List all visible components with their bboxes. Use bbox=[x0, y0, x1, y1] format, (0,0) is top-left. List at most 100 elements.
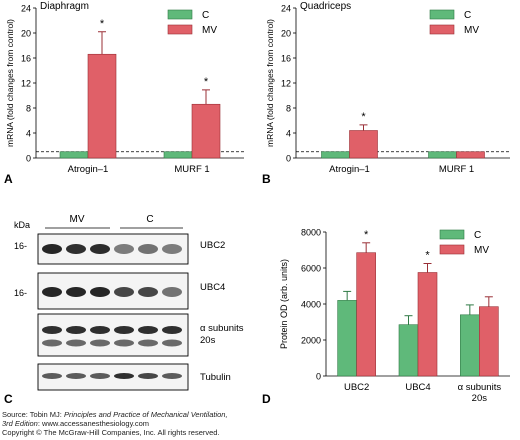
chart-a-bar-c bbox=[59, 151, 89, 159]
blot-strip-ubc4-band bbox=[114, 287, 134, 297]
blot-strip-ubc2-band bbox=[138, 244, 158, 254]
blot-strip-tubulin-band bbox=[138, 373, 158, 379]
chart-b-bar-mv bbox=[456, 151, 485, 159]
source-edition: 3rd Edition bbox=[2, 419, 38, 428]
chart-d-legend-swatch-c bbox=[439, 229, 465, 240]
source-prefix: Source: Tobin MJ: bbox=[2, 410, 64, 419]
chart-d-bar-c bbox=[337, 300, 357, 377]
chart-b-ytick-label: 0 bbox=[286, 154, 291, 164]
chart-d-bar-c bbox=[460, 314, 480, 377]
chart-b-category-label: MURF 1 bbox=[439, 164, 474, 175]
chart-d-category-label: UBC4 bbox=[405, 382, 430, 393]
blot-strip-tubulin-band bbox=[42, 373, 62, 379]
blot-strip-ubc4-band bbox=[66, 287, 86, 297]
blot-label-ubc2: UBC2 bbox=[200, 240, 225, 251]
source-book-title: Principles and Practice of Mechanical Ve… bbox=[63, 410, 228, 419]
blot-strip-tubulin-band bbox=[66, 373, 86, 379]
chart-b-quadriceps: 0 4 8 12 16 20 24 mRNA (fold changes from contr… bbox=[265, 1, 510, 175]
chart-d-legend-label-c: C bbox=[474, 230, 481, 241]
blot-strip-ubc2-band bbox=[90, 244, 110, 254]
chart-d-bar-mv bbox=[417, 272, 438, 377]
chart-a-title: Diaphragm bbox=[40, 1, 89, 12]
blot-strip-alpha-subunits-band bbox=[90, 326, 110, 334]
chart-b-bar-c bbox=[321, 151, 350, 159]
blot-marker-2: 16- bbox=[14, 288, 27, 298]
chart-d-ytick-label: 6000 bbox=[301, 264, 321, 274]
chart-d-ytick-label: 4000 bbox=[301, 300, 321, 310]
chart-d-bar-mv bbox=[356, 252, 376, 377]
panel-letter-d: D bbox=[262, 392, 271, 406]
blot-strip-ubc2-band bbox=[66, 244, 86, 254]
source-line-1: Source: Tobin MJ: Principles and Practic… bbox=[2, 410, 228, 419]
blot-strip-alpha-subunits-band bbox=[90, 339, 110, 347]
chart-d-bar-mv bbox=[479, 306, 499, 377]
blot-group-c-label: C bbox=[146, 214, 153, 225]
chart-d-y-axis-label: Protein OD (arb. units) bbox=[279, 259, 289, 349]
chart-b-legend-label-c: C bbox=[464, 10, 471, 21]
chart-b-ytick-label: 12 bbox=[281, 79, 291, 89]
blot-strip-alpha-subunits-band bbox=[114, 339, 134, 347]
chart-b-title: Quadriceps bbox=[300, 1, 351, 12]
chart-a-category-label: MURF 1 bbox=[174, 164, 209, 175]
chart-a-ytick-label: 0 bbox=[26, 154, 31, 164]
blot-strip-alpha-subunits-band bbox=[66, 339, 86, 347]
blot-strip-ubc4-band bbox=[42, 287, 62, 297]
chart-b-ytick-label: 8 bbox=[286, 104, 291, 114]
chart-a-legend-label-c: C bbox=[202, 10, 209, 21]
chart-d-significance-marker: * bbox=[425, 250, 430, 262]
chart-b-ytick-label: 24 bbox=[281, 4, 291, 14]
chart-a-ytick-label: 4 bbox=[26, 129, 31, 139]
blot-kda-label: kDa bbox=[14, 220, 30, 230]
chart-b-bar-mv bbox=[349, 130, 378, 159]
chart-b-ytick-label: 20 bbox=[281, 29, 291, 39]
chart-a-ytick-label: 8 bbox=[26, 104, 31, 114]
chart-b-ytick-label: 16 bbox=[281, 54, 291, 64]
chart-a-bar-mv bbox=[191, 103, 221, 159]
blot-label-tubulin: Tubulin bbox=[200, 372, 231, 383]
copyright-line: Copyright © The McGraw-Hill Companies, I… bbox=[2, 428, 220, 437]
chart-a-ytick-label: 12 bbox=[21, 79, 31, 89]
chart-a-ytick-label: 24 bbox=[21, 4, 31, 14]
blot-strip-tubulin-band bbox=[90, 373, 110, 379]
chart-d-protein: 0 2000 4000 6000 8000 Protein OD (arb. units)… bbox=[279, 228, 510, 404]
blot-strip-tubulin-band bbox=[114, 373, 134, 379]
chart-b-y-axis-label: mRNA (fold changes from control) bbox=[265, 19, 275, 147]
blot-label-alpha-subunits: α subunits bbox=[200, 323, 244, 334]
blot-strip-ubc4-band bbox=[162, 287, 182, 297]
blot-strip-ubc4-band bbox=[90, 287, 110, 297]
blot-strip-alpha-subunits-band bbox=[114, 326, 134, 334]
chart-a-diaphragm: 0 4 8 12 16 20 24 mRNA (fold changes from contr… bbox=[5, 1, 244, 175]
chart-a-legend-label-mv: MV bbox=[202, 25, 217, 36]
chart-d-category-label: 20s bbox=[472, 393, 488, 404]
blot-strip-alpha-subunits-band bbox=[162, 339, 182, 347]
blot-strip-tubulin bbox=[37, 363, 189, 391]
blot-strip-ubc2-band bbox=[42, 244, 62, 254]
western-blot-panel: kDa MV C 16- 16- UBC2 UBC4 α subunits 20… bbox=[14, 214, 244, 391]
blot-strip-ubc2-band bbox=[162, 244, 182, 254]
chart-d-category-label: α subunits bbox=[458, 382, 502, 393]
chart-a-y-axis-label: mRNA (fold changes from control) bbox=[5, 19, 15, 147]
chart-a-bar-c bbox=[163, 151, 193, 159]
panel-letter-c: C bbox=[4, 392, 13, 406]
chart-b-legend-label-mv: MV bbox=[464, 25, 479, 36]
chart-b-ytick-label: 4 bbox=[286, 129, 291, 139]
chart-a-bar-mv bbox=[87, 53, 117, 159]
chart-d-legend-label-mv: MV bbox=[474, 245, 489, 256]
blot-strip-alpha-subunits-band bbox=[138, 326, 158, 334]
chart-a-significance-marker: * bbox=[100, 18, 105, 30]
chart-b-legend-swatch-c bbox=[429, 9, 455, 20]
blot-strip-ubc2-band bbox=[114, 244, 134, 254]
chart-d-legend-swatch-mv bbox=[439, 244, 465, 255]
blot-strip-alpha-subunits-band bbox=[42, 339, 62, 347]
chart-d-bar-c bbox=[398, 324, 419, 377]
chart-b-legend-swatch-mv bbox=[429, 24, 455, 35]
blot-strip-ubc4-band bbox=[138, 287, 158, 297]
blot-strip-alpha-subunits-band bbox=[138, 339, 158, 347]
chart-b-category-label: Atrogin–1 bbox=[329, 164, 370, 175]
source-website: : www.accessanesthesiology.com bbox=[37, 419, 150, 428]
panel-letter-b: B bbox=[262, 172, 271, 186]
blot-strip-ubc4 bbox=[37, 272, 189, 310]
chart-d-ytick-label: 0 bbox=[316, 372, 321, 382]
chart-a-category-label: Atrogin–1 bbox=[68, 164, 109, 175]
